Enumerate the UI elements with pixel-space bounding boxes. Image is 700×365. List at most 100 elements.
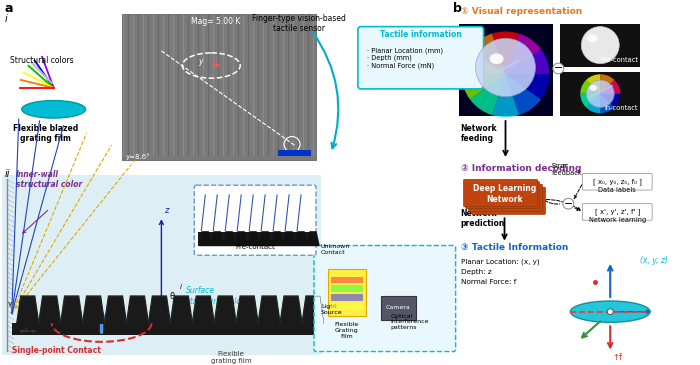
- Polygon shape: [295, 232, 307, 246]
- Text: x: x: [291, 318, 295, 324]
- Text: [ x₀, y₀, z₀, f₀ ]: [ x₀, y₀, z₀, f₀ ]: [593, 178, 642, 185]
- Wedge shape: [580, 94, 601, 108]
- Text: Flexible
Grating
Film: Flexible Grating Film: [335, 322, 359, 339]
- Text: −: −: [564, 199, 573, 209]
- FancyBboxPatch shape: [466, 181, 540, 208]
- FancyBboxPatch shape: [331, 277, 363, 284]
- Text: d: d: [212, 58, 217, 66]
- Polygon shape: [280, 296, 302, 323]
- Circle shape: [563, 198, 574, 209]
- Text: Mag= 5.00 K: Mag= 5.00 K: [191, 17, 241, 26]
- Polygon shape: [170, 296, 192, 323]
- Wedge shape: [601, 80, 620, 94]
- Text: Structural colors: Structural colors: [10, 55, 74, 65]
- Wedge shape: [586, 74, 601, 94]
- Polygon shape: [83, 296, 104, 323]
- Text: y=8.6°
d=1.67μm: y=8.6° d=1.67μm: [125, 153, 162, 167]
- Polygon shape: [259, 232, 271, 246]
- Text: Flexible blazed
grating film: Flexible blazed grating film: [13, 124, 78, 143]
- FancyBboxPatch shape: [331, 285, 363, 292]
- Polygon shape: [104, 296, 127, 323]
- Text: γ: γ: [8, 301, 12, 307]
- FancyBboxPatch shape: [463, 179, 538, 207]
- FancyBboxPatch shape: [278, 150, 311, 156]
- FancyBboxPatch shape: [331, 303, 363, 310]
- Text: Camera: Camera: [386, 305, 410, 310]
- Circle shape: [475, 38, 536, 97]
- FancyBboxPatch shape: [314, 246, 456, 351]
- FancyBboxPatch shape: [198, 232, 312, 246]
- Polygon shape: [236, 296, 258, 323]
- Wedge shape: [461, 49, 505, 74]
- Circle shape: [607, 309, 613, 315]
- Text: ×: ×: [62, 314, 67, 319]
- Text: Pre-contact: Pre-contact: [600, 57, 638, 63]
- Text: Depth: z: Depth: z: [461, 269, 491, 275]
- Text: (x, y, z): (x, y, z): [640, 256, 668, 265]
- Text: In-contact: In-contact: [605, 105, 638, 111]
- FancyBboxPatch shape: [561, 24, 640, 68]
- Wedge shape: [580, 80, 601, 94]
- Polygon shape: [38, 296, 61, 323]
- Text: b: b: [453, 2, 461, 15]
- Circle shape: [587, 80, 614, 107]
- Polygon shape: [235, 232, 247, 246]
- FancyBboxPatch shape: [195, 185, 316, 255]
- Polygon shape: [127, 296, 148, 323]
- Ellipse shape: [587, 34, 597, 42]
- Text: a: a: [5, 2, 13, 15]
- FancyBboxPatch shape: [328, 269, 366, 316]
- Text: Network learning: Network learning: [589, 217, 646, 223]
- Polygon shape: [247, 232, 259, 246]
- Text: Light
Source: Light Source: [321, 304, 342, 315]
- FancyBboxPatch shape: [12, 323, 316, 335]
- Text: Unknown
Contact: Unknown Contact: [321, 245, 350, 255]
- Text: Network
prediction: Network prediction: [461, 209, 505, 228]
- Polygon shape: [223, 232, 235, 246]
- FancyBboxPatch shape: [582, 204, 652, 220]
- Text: Normal Force: f: Normal Force: f: [461, 280, 516, 285]
- Ellipse shape: [589, 85, 597, 91]
- Text: Pre-contact: Pre-contact: [235, 245, 275, 250]
- Polygon shape: [61, 296, 83, 323]
- Text: Optical
interference
patterns: Optical interference patterns: [391, 314, 429, 330]
- Text: Deep Learning
Network: Deep Learning Network: [473, 184, 536, 204]
- FancyBboxPatch shape: [122, 14, 316, 160]
- Text: y: y: [198, 57, 203, 66]
- FancyBboxPatch shape: [2, 176, 321, 356]
- Polygon shape: [193, 296, 214, 323]
- Text: Data labels: Data labels: [598, 187, 636, 193]
- Text: Tactile information: Tactile information: [380, 30, 462, 39]
- Text: ③ Tactile Information: ③ Tactile Information: [461, 243, 568, 252]
- FancyBboxPatch shape: [331, 294, 363, 301]
- FancyBboxPatch shape: [381, 296, 416, 320]
- Polygon shape: [283, 232, 295, 246]
- Text: ×: ×: [141, 314, 147, 319]
- Polygon shape: [258, 296, 280, 323]
- Wedge shape: [492, 31, 519, 74]
- FancyBboxPatch shape: [458, 24, 554, 116]
- Text: Single-point Contact: Single-point Contact: [12, 346, 101, 354]
- Wedge shape: [601, 94, 620, 108]
- Wedge shape: [470, 34, 505, 74]
- Text: Planar Location: (x, y): Planar Location: (x, y): [461, 258, 539, 265]
- Wedge shape: [505, 74, 550, 99]
- FancyBboxPatch shape: [468, 184, 542, 211]
- Polygon shape: [214, 296, 236, 323]
- Text: ii: ii: [5, 169, 10, 180]
- Polygon shape: [307, 232, 319, 246]
- Wedge shape: [505, 34, 541, 74]
- Text: Flexible
grating film: Flexible grating film: [211, 350, 251, 364]
- Text: ↑f: ↑f: [612, 353, 622, 362]
- Text: ① Visual representation: ① Visual representation: [461, 7, 582, 16]
- Wedge shape: [505, 49, 550, 74]
- Wedge shape: [470, 74, 505, 115]
- Text: Network
feeding: Network feeding: [461, 124, 497, 143]
- Wedge shape: [492, 74, 519, 117]
- Text: Inner-wall
structural color: Inner-wall structural color: [16, 170, 82, 189]
- Wedge shape: [586, 94, 601, 113]
- Text: i: i: [5, 14, 8, 24]
- Text: [ x', y', z', f' ]: [ x', y', z', f' ]: [594, 208, 640, 215]
- FancyBboxPatch shape: [472, 187, 545, 214]
- Polygon shape: [302, 296, 324, 323]
